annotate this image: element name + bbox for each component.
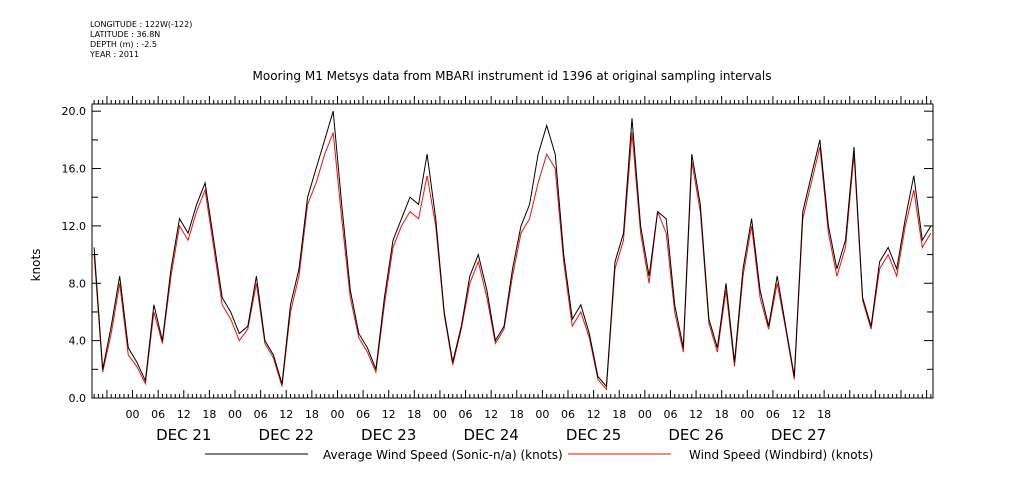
x-hour-label: 18 <box>202 408 216 421</box>
y-tick-label: 12.0 <box>62 220 87 233</box>
x-hour-label: 12 <box>792 408 806 421</box>
plot-frame <box>91 103 934 399</box>
x-hour-label: 12 <box>484 408 498 421</box>
series-line-sonic <box>93 111 932 388</box>
x-hour-label: 06 <box>561 408 575 421</box>
x-hour-label: 00 <box>433 408 447 421</box>
depth-text: DEPTH (m) : -2.5 <box>90 40 157 49</box>
x-hour-label: 00 <box>228 408 242 421</box>
x-hour-label: 00 <box>330 408 344 421</box>
x-hour-label: 06 <box>766 408 780 421</box>
x-day-label: DEC 23 <box>361 426 416 444</box>
y-tick-label: 8.0 <box>69 277 87 290</box>
y-axis-label: knots <box>29 249 43 282</box>
latitude-text: LATITUDE : 36.8N <box>90 30 161 39</box>
x-axis-ticks: 00 06 12 18 00 06 12 18 00 06 12 18 00 06 12 18 00 06 12 18… <box>93 96 932 444</box>
chart-title: Mooring M1 Metsys data from MBARI instru… <box>253 69 772 83</box>
y-tick-label: 4.0 <box>69 335 87 348</box>
x-hour-label: 12 <box>689 408 703 421</box>
y-axis-ticks: 0.0 4.0 8.0 12.0 16.0 20.0 <box>62 105 933 405</box>
x-hour-label: 18 <box>612 408 626 421</box>
x-hour-label: 06 <box>459 408 473 421</box>
x-hour-label: 00 <box>638 408 652 421</box>
x-hour-label: 12 <box>279 408 293 421</box>
longitude-text: LONGITUDE : 122W(-122) <box>90 20 193 29</box>
x-hour-label: 12 <box>587 408 601 421</box>
x-day-label: DEC 22 <box>259 426 314 444</box>
x-day-label: DEC 25 <box>566 426 621 444</box>
x-hour-label: 00 <box>126 408 140 421</box>
x-hour-label: 12 <box>382 408 396 421</box>
x-hour-label: 18 <box>305 408 319 421</box>
x-hour-label: 00 <box>740 408 754 421</box>
x-hour-label: 06 <box>254 408 268 421</box>
x-hour-label: 18 <box>407 408 421 421</box>
series-line-windbird <box>93 132 932 391</box>
legend-label-windbird: Wind Speed (Windbird) (knots) <box>689 448 873 462</box>
x-hour-label: 00 <box>535 408 549 421</box>
legend-label-sonic: Average Wind Speed (Sonic-n/a) (knots) <box>323 448 563 462</box>
y-tick-label: 16.0 <box>62 163 87 176</box>
x-day-label: DEC 24 <box>463 426 518 444</box>
x-hour-label: 18 <box>510 408 524 421</box>
legend: Average Wind Speed (Sonic-n/a) (knots) Wi… <box>205 448 873 462</box>
x-hour-label: 18 <box>817 408 831 421</box>
series-layer <box>93 111 932 391</box>
year-text: YEAR : 2011 <box>90 50 140 59</box>
x-hour-label: 06 <box>151 408 165 421</box>
y-tick-label: 0.0 <box>69 392 87 405</box>
x-hour-label: 06 <box>356 408 370 421</box>
x-hour-label: 06 <box>663 408 677 421</box>
station-metadata: LONGITUDE : 122W(-122) LATITUDE : 36.8N … <box>90 20 192 60</box>
x-day-label: DEC 26 <box>668 426 723 444</box>
x-hour-label: 12 <box>177 408 191 421</box>
x-day-label: DEC 27 <box>771 426 826 444</box>
x-day-label: DEC 21 <box>156 426 211 444</box>
y-tick-label: 20.0 <box>62 105 87 118</box>
x-hour-label: 18 <box>715 408 729 421</box>
